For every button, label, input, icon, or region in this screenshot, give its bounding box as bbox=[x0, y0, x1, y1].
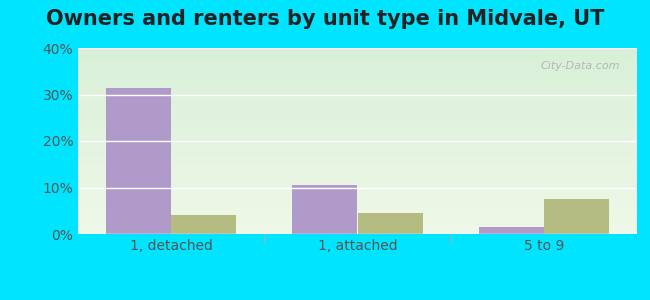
Bar bbox=[292, 185, 358, 234]
Bar bbox=[106, 88, 171, 234]
Bar bbox=[171, 215, 237, 234]
Bar bbox=[544, 199, 609, 234]
Text: Owners and renters by unit type in Midvale, UT: Owners and renters by unit type in Midva… bbox=[46, 9, 605, 29]
Legend: Owner occupied units, Renter occupied units: Owner occupied units, Renter occupied un… bbox=[155, 296, 560, 300]
Text: City-Data.com: City-Data.com bbox=[541, 61, 620, 71]
Bar bbox=[478, 227, 544, 234]
Bar bbox=[358, 213, 423, 234]
